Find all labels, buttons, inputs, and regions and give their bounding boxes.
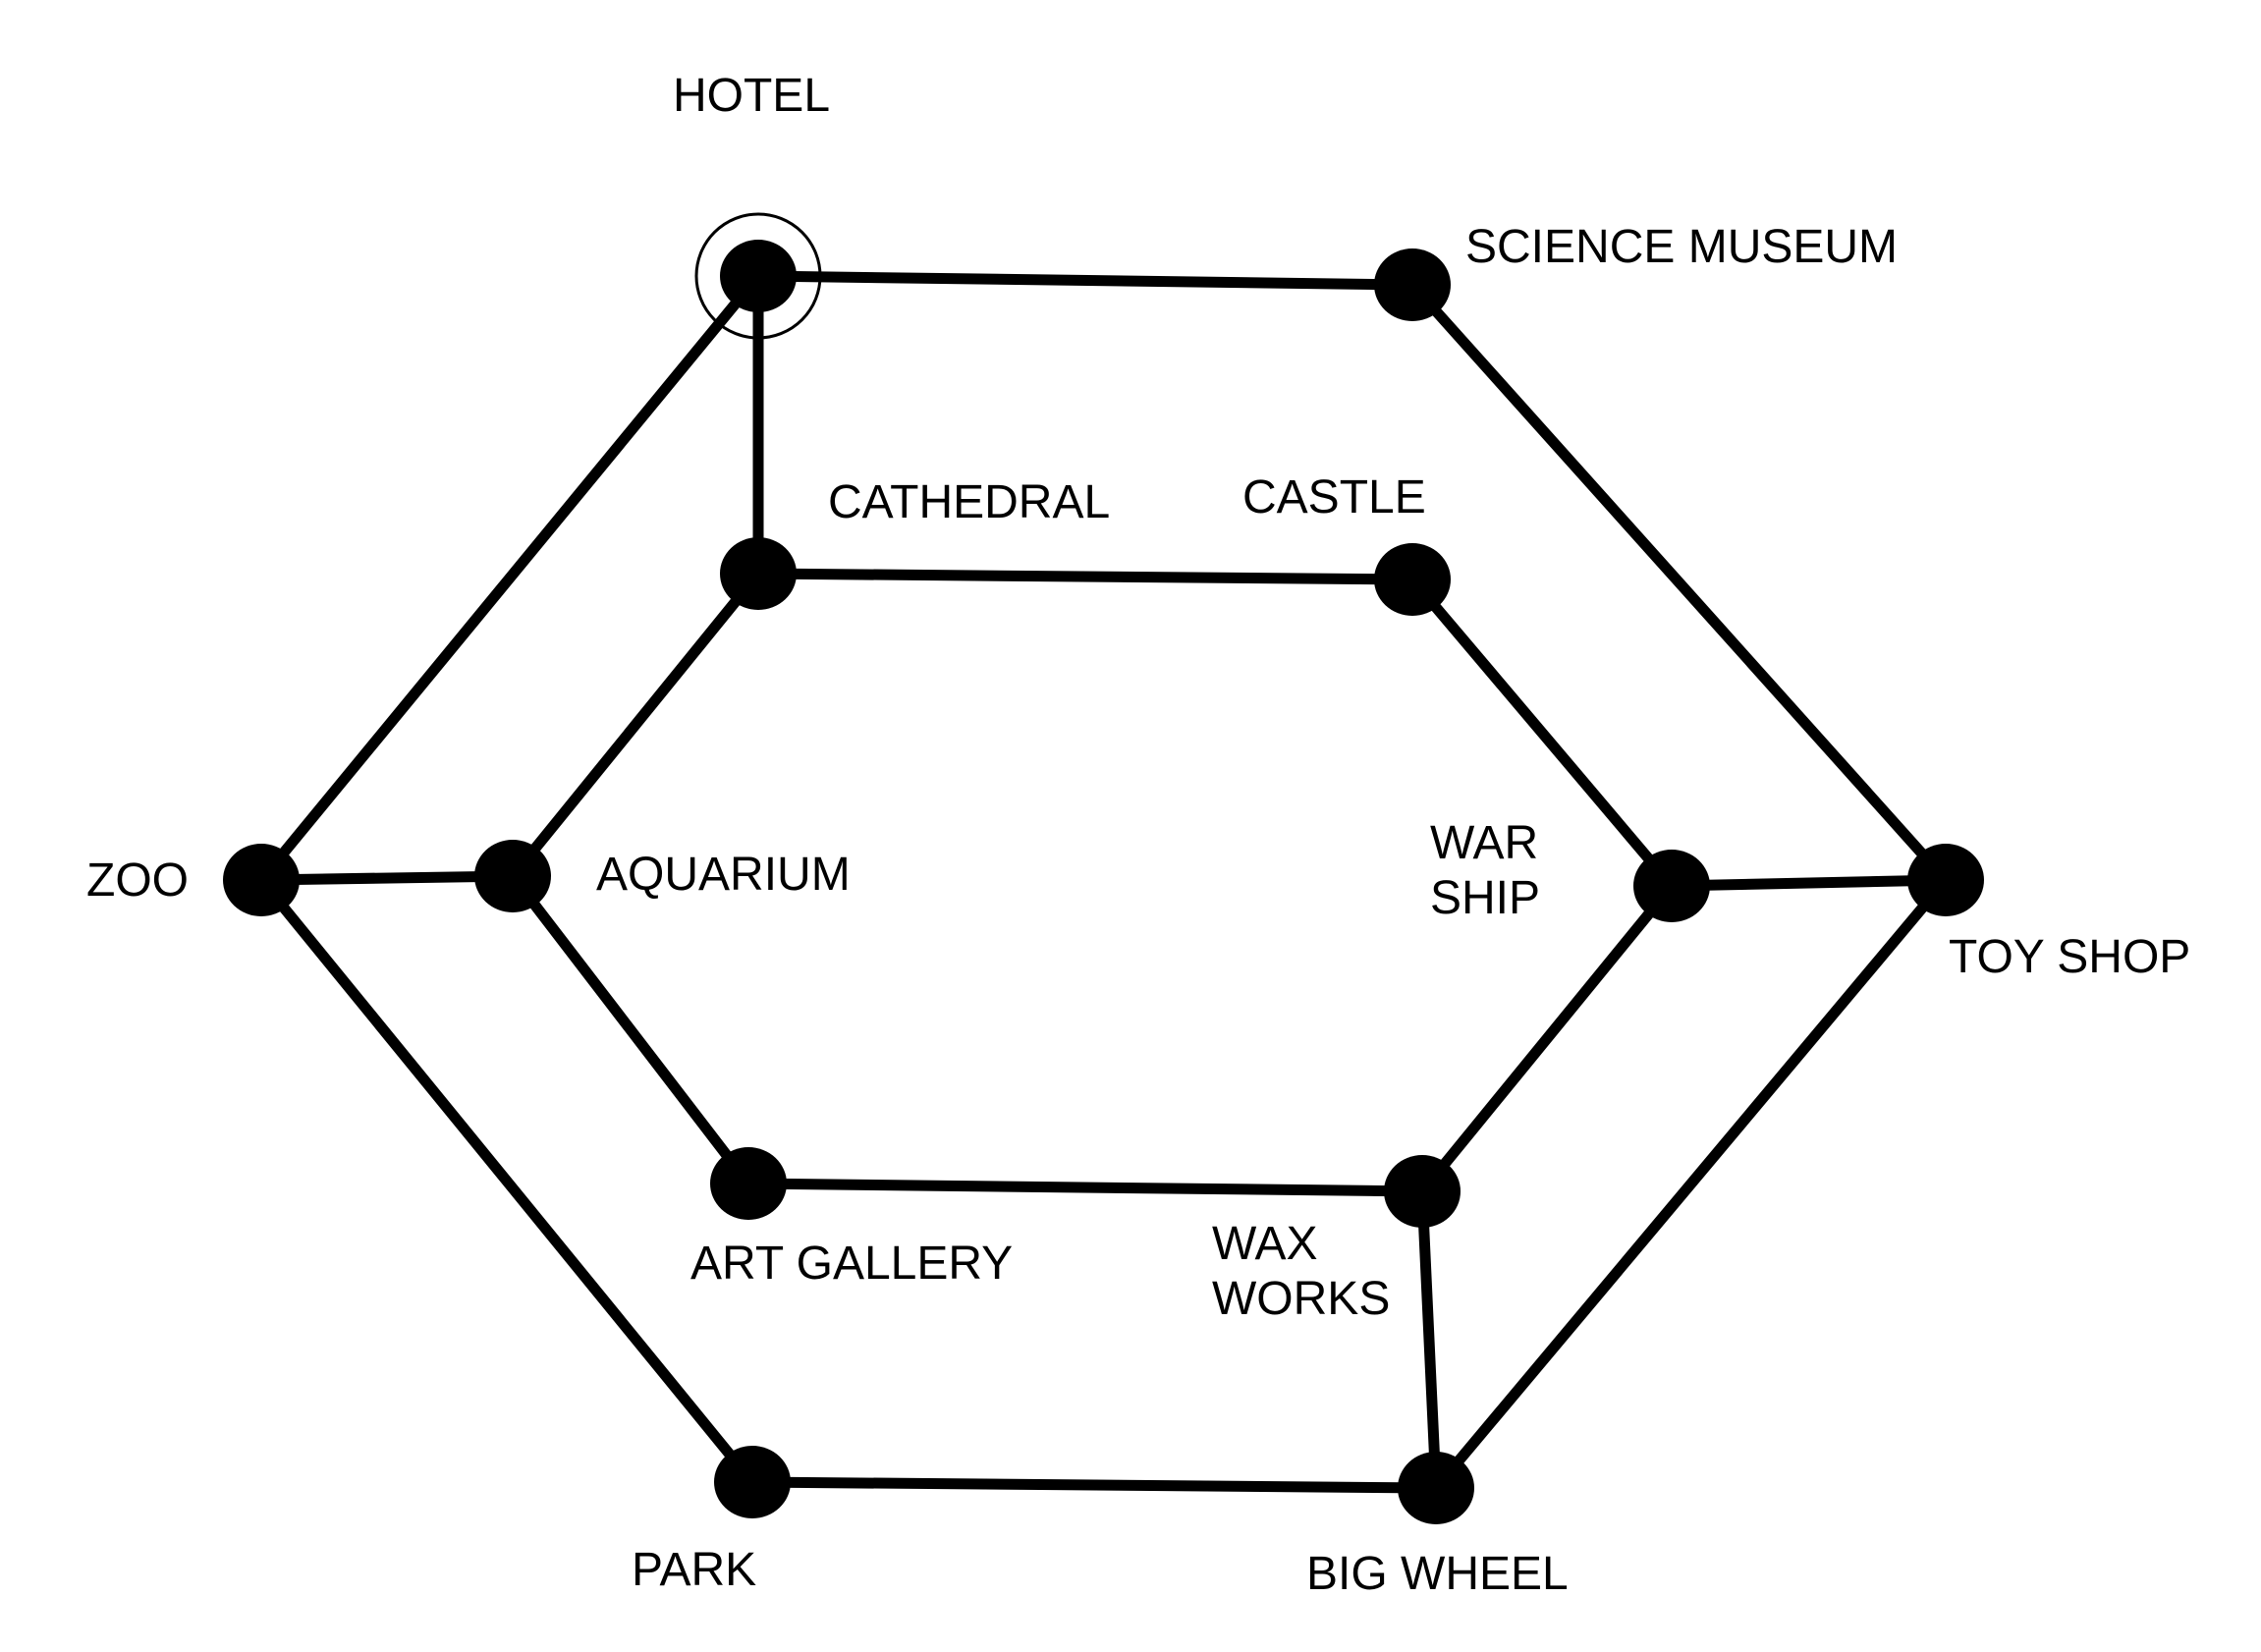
edges-layer <box>255 270 1952 1494</box>
label-wax-works-line-2: WORKS <box>1212 1273 1390 1325</box>
node-wax-works <box>1384 1155 1461 1228</box>
edge-park-to-big-wheel <box>746 1476 1442 1494</box>
label-castle: CASTLE <box>1242 471 1426 523</box>
node-castle <box>1374 543 1451 616</box>
edge-toy-shop-to-big-wheel <box>1430 874 1952 1494</box>
edge-science-museum-to-toy-shop <box>1406 279 1952 886</box>
node-big-wheel <box>1398 1452 1474 1524</box>
label-wax-works-line-1: WAX <box>1212 1218 1318 1270</box>
edge-hotel-to-zoo <box>255 270 764 886</box>
nodes-layer <box>223 212 1984 1524</box>
edge-castle-to-war-ship <box>1406 574 1678 892</box>
label-hotel: HOTEL <box>673 70 830 122</box>
node-zoo <box>223 844 300 916</box>
edge-zoo-to-aquarium <box>255 870 519 886</box>
node-park <box>714 1446 791 1518</box>
edge-aquarium-to-art-gallery <box>507 870 754 1189</box>
label-aquarium: AQUARIUM <box>596 849 851 901</box>
label-science-museum: SCIENCE MUSEUM <box>1465 221 1898 273</box>
labels-layer: HOTEL SCIENCE MUSEUM CATHEDRAL CASTLE ZO… <box>86 70 2190 1600</box>
edge-wax-works-to-big-wheel <box>1416 1185 1442 1494</box>
label-big-wheel: BIG WHEEL <box>1306 1548 1569 1600</box>
label-toy-shop: TOY SHOP <box>1949 931 2190 983</box>
edge-war-ship-to-wax-works <box>1416 880 1678 1197</box>
node-hotel <box>720 240 797 312</box>
edge-war-ship-to-toy-shop <box>1666 874 1952 892</box>
edge-cathedral-to-castle <box>752 568 1418 585</box>
node-toy-shop <box>1907 844 1984 916</box>
node-aquarium <box>474 840 551 912</box>
label-art-gallery: ART GALLERY <box>690 1238 1013 1290</box>
label-cathedral: CATHEDRAL <box>828 476 1110 528</box>
label-zoo: ZOO <box>86 854 189 907</box>
node-war-ship <box>1633 850 1710 922</box>
edge-cathedral-to-aquarium <box>507 568 764 882</box>
node-science-museum <box>1374 248 1451 321</box>
label-war-ship-line-2: SHIP <box>1430 872 1540 924</box>
label-park: PARK <box>632 1544 756 1596</box>
edge-art-gallery-to-wax-works <box>743 1178 1428 1197</box>
edge-hotel-to-science-museum <box>752 270 1418 291</box>
label-war-ship-line-1: WAR <box>1430 817 1538 869</box>
start-marker-ring-hotel <box>694 212 822 340</box>
node-cathedral <box>720 537 797 610</box>
edge-zoo-to-park <box>255 874 758 1488</box>
node-art-gallery <box>710 1147 787 1220</box>
